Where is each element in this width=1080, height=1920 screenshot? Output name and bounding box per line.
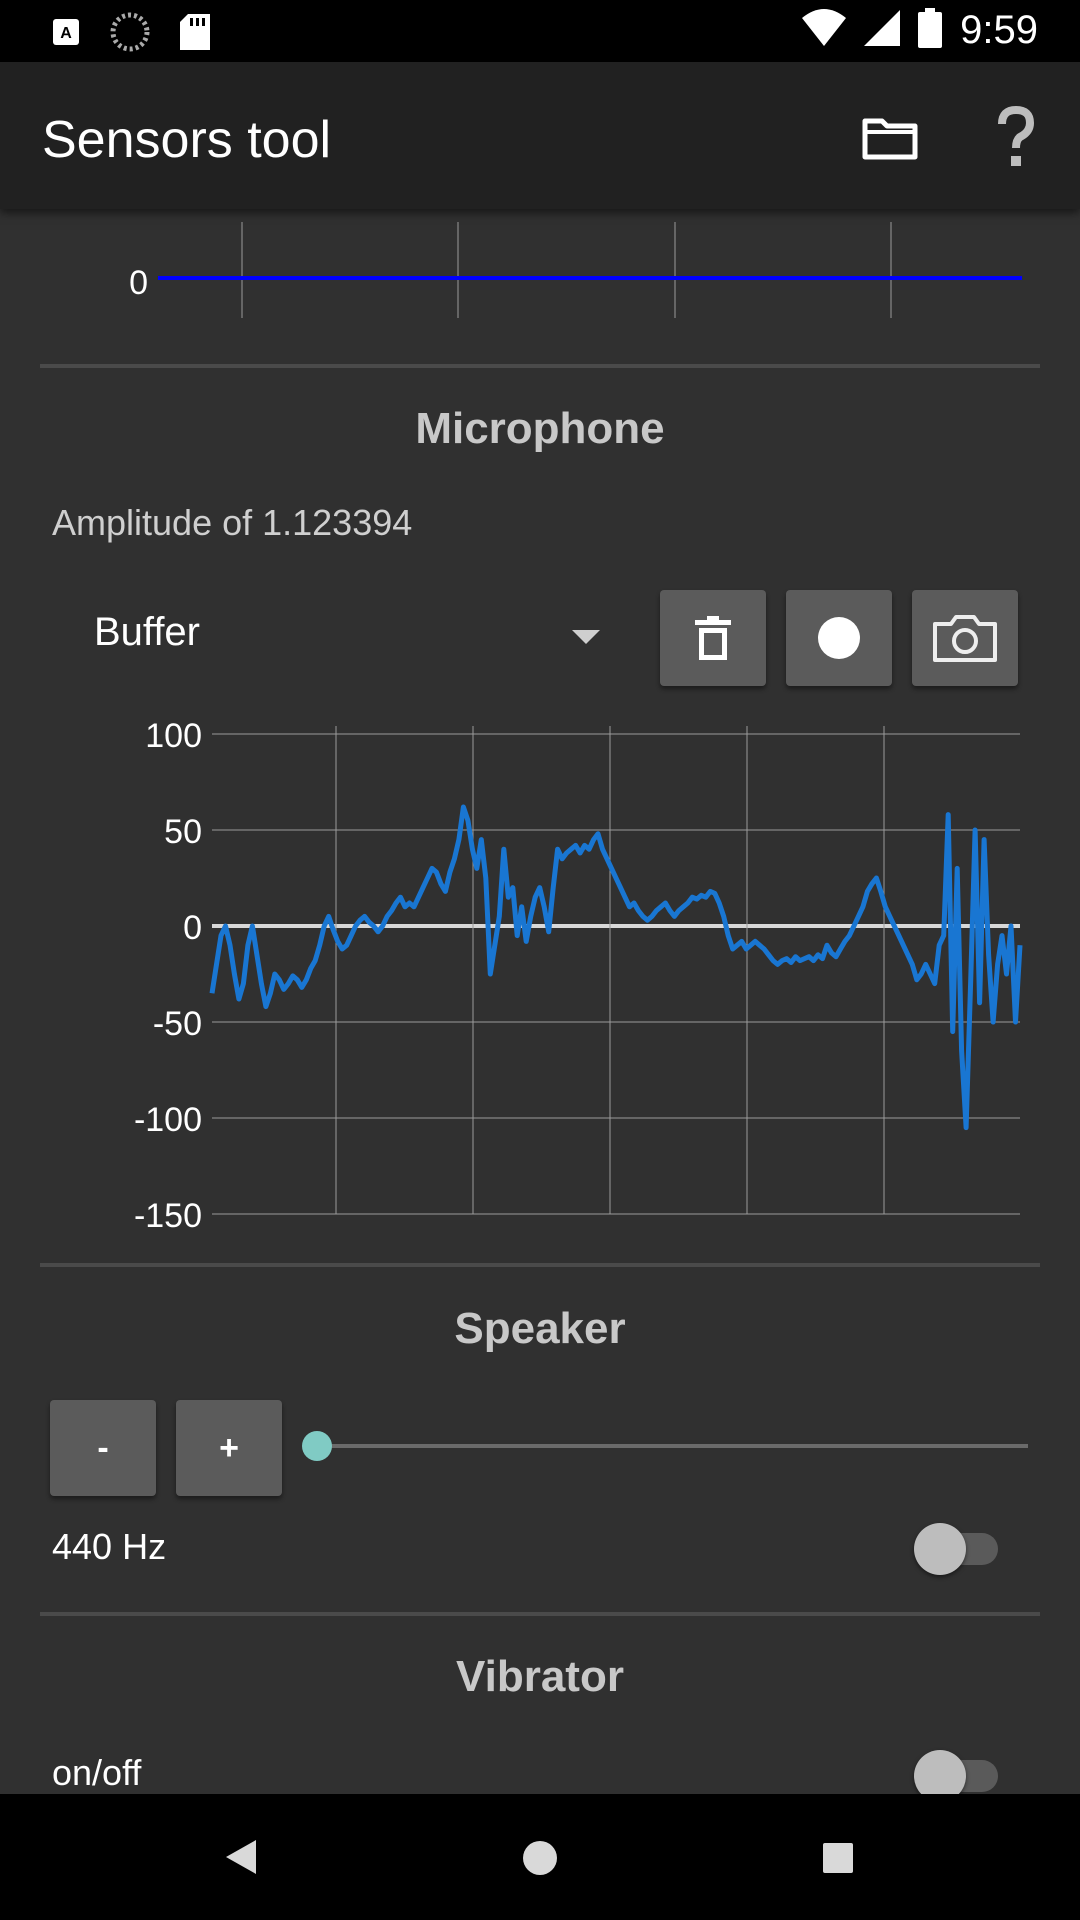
vibrator-title: Vibrator [456, 1652, 624, 1701]
frequency-slider-track[interactable] [318, 1444, 1028, 1448]
y-tick-label: -150 [134, 1197, 202, 1230]
frequency-slider-thumb[interactable] [302, 1431, 332, 1461]
vibrator-onoff-label: on/off [52, 1752, 142, 1793]
app-bar: Sensors tool [0, 62, 1080, 209]
back-icon[interactable] [224, 1838, 258, 1876]
microphone-chart-svg: 100 50 0 -50 -100 -150 [134, 717, 1023, 1235]
recents-icon[interactable] [822, 1842, 854, 1874]
keyboard-notification-icon: A [52, 18, 80, 51]
y-tick-label: 100 [145, 720, 202, 755]
microphone-signal-line [209, 804, 1023, 1131]
folder-icon [862, 118, 918, 160]
frequency-decrease-button[interactable]: - [50, 1400, 156, 1496]
mode-spinner[interactable]: Buffer [94, 610, 200, 654]
record-icon [818, 617, 860, 659]
delete-button[interactable] [660, 590, 766, 686]
microphone-title: Microphone [415, 404, 665, 453]
speaker-title: Speaker [454, 1304, 626, 1353]
top-chart-y-tick: 0 [129, 264, 148, 302]
status-bar: A 9:59 [0, 0, 1080, 62]
cell-signal-icon [864, 8, 901, 53]
home-icon[interactable] [522, 1840, 558, 1876]
spinner-dropdown-arrow[interactable] [572, 630, 600, 644]
sd-card-icon [180, 14, 210, 55]
top-chart-svg: 0 [129, 222, 1022, 318]
wifi-icon [802, 8, 847, 53]
sync-notification-icon [110, 12, 150, 57]
y-tick-label: -100 [134, 1101, 202, 1139]
section-divider [40, 1263, 1040, 1267]
clock: 9:59 [960, 8, 1038, 52]
amplitude-text: Amplitude of 1.123394 [52, 502, 413, 543]
record-button[interactable] [786, 590, 892, 686]
trash-icon [695, 616, 731, 660]
snapshot-button[interactable] [912, 590, 1018, 686]
status-bar-right-icons: 9:59 [802, 8, 1038, 53]
section-divider [40, 1612, 1040, 1616]
y-tick-label: 50 [164, 813, 202, 851]
svg-text:A: A [60, 25, 72, 42]
status-bar-left-icons: A [52, 12, 210, 57]
frequency-label: 440 Hz [52, 1526, 167, 1567]
vibrator-toggle[interactable] [914, 1750, 966, 1794]
vibrator-row: on/off [0, 1740, 1080, 1794]
speaker-toggle[interactable] [914, 1523, 966, 1575]
help-icon [998, 106, 1035, 166]
top-chart: 0 [0, 210, 1080, 320]
frequency-increase-button[interactable]: + [176, 1400, 282, 1496]
help-button[interactable] [976, 98, 1056, 178]
battery-icon [918, 8, 943, 53]
folder-button[interactable] [850, 98, 930, 178]
camera-icon [933, 615, 997, 662]
microphone-chart: 100 50 0 -50 -100 -150 [0, 717, 1080, 1235]
navigation-bar [0, 1794, 1080, 1920]
y-tick-label: -50 [153, 1005, 202, 1043]
y-tick-label: 0 [183, 909, 202, 947]
section-divider [40, 364, 1040, 368]
app-title: Sensors tool [42, 111, 332, 169]
